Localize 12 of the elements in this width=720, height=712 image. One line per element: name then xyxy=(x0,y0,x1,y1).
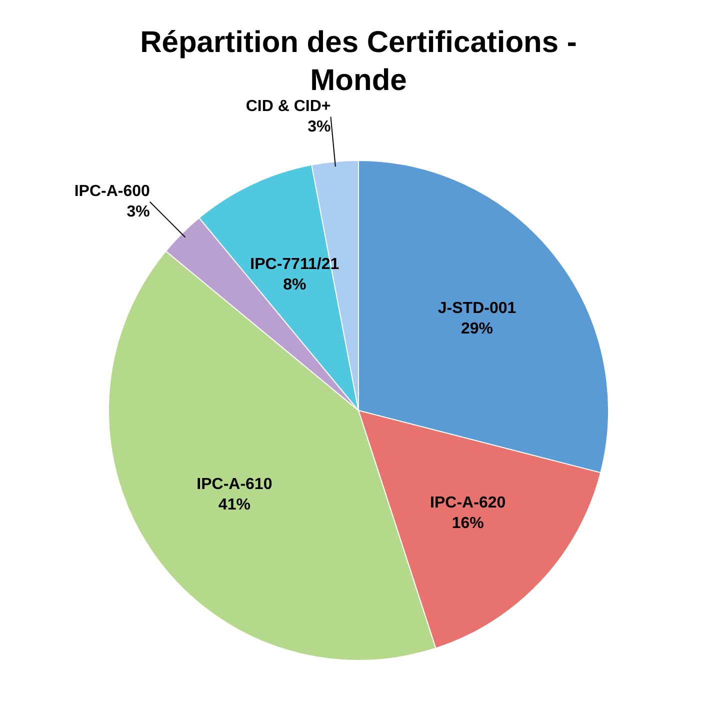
data-label: 16% xyxy=(452,514,484,532)
slice-label: IPC-A-600 xyxy=(74,183,150,200)
slice-label: J-STD-001 xyxy=(438,300,516,317)
chart-title: Répartition des Certifications - Monde xyxy=(140,26,577,97)
data-label: 8% xyxy=(283,276,306,294)
slice-label: IPC-A-620 xyxy=(430,494,506,512)
data-label: 29% xyxy=(461,320,494,338)
slice-label: IPC-A-610 xyxy=(196,476,272,494)
data-label: 41% xyxy=(218,496,250,514)
data-label: 3% xyxy=(308,118,331,136)
data-label: 3% xyxy=(126,204,150,221)
slice-label: CID & CID+ xyxy=(246,98,331,116)
